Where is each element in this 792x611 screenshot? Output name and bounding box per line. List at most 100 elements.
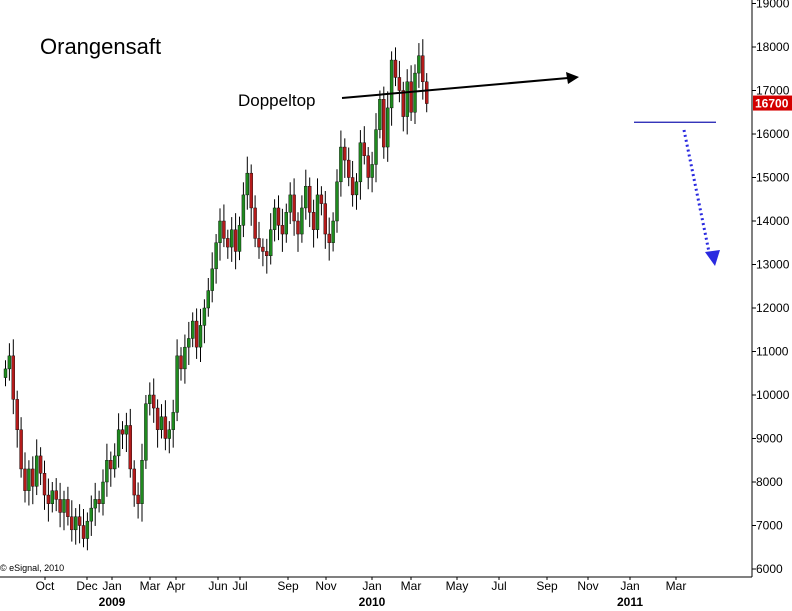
- candle: [339, 130, 343, 197]
- candle: [198, 308, 203, 362]
- candle: [159, 404, 164, 439]
- candle: [27, 460, 31, 506]
- candle: [354, 173, 359, 210]
- candle: [77, 504, 82, 544]
- candle: [308, 177, 312, 228]
- projection-arrow-line: [682, 129, 711, 253]
- chart-axes: [0, 0, 753, 578]
- candle-body-up: [218, 220, 222, 243]
- y-tick-label: 19000: [756, 0, 790, 11]
- y-tick-label: 11000: [756, 345, 789, 359]
- candle-body-up: [331, 220, 335, 243]
- x-tick-label: Mar: [666, 579, 687, 593]
- candle-body-up: [386, 107, 390, 148]
- candle: [38, 447, 43, 486]
- candle: [323, 190, 327, 249]
- candle-body-down: [54, 490, 58, 500]
- candle: [233, 213, 238, 270]
- candle: [370, 151, 374, 193]
- candle-body-down: [66, 499, 70, 517]
- candle-body-up: [241, 194, 246, 226]
- candle: [226, 229, 230, 259]
- candle: [190, 312, 195, 348]
- candle-body-down: [23, 468, 27, 491]
- candle-body-down: [97, 499, 101, 504]
- candle-body-up: [148, 394, 152, 404]
- candle: [120, 421, 125, 449]
- candle: [331, 212, 335, 252]
- candle: [421, 39, 425, 100]
- candle-body-down: [327, 233, 331, 243]
- candle-body-down: [77, 516, 82, 526]
- candle-body-up: [245, 172, 250, 196]
- candle-body-down: [38, 455, 43, 474]
- candle-body-up: [335, 181, 339, 222]
- candle-body-down: [382, 98, 386, 148]
- candle-body-up: [73, 516, 78, 531]
- candle: [163, 400, 168, 451]
- candle-body-down: [136, 494, 140, 504]
- x-tick-label: Nov: [315, 579, 336, 593]
- candle: [206, 277, 211, 317]
- candle-body-up: [3, 368, 8, 378]
- candle: [116, 413, 121, 468]
- candle: [11, 339, 16, 415]
- candle: [128, 408, 133, 478]
- candle-body-down: [120, 429, 125, 435]
- candle-body-down: [296, 220, 300, 235]
- candle: [257, 221, 261, 259]
- candle-body-up: [187, 338, 191, 348]
- candle-body-up: [272, 207, 277, 230]
- candle-body-down: [11, 355, 16, 400]
- candle-body-up: [35, 455, 39, 487]
- candle: [179, 347, 183, 381]
- last-price-label: 16700: [755, 97, 789, 111]
- candle-body-down: [19, 429, 23, 470]
- candle: [249, 164, 253, 226]
- candle: [62, 490, 66, 531]
- x-tick-label: May: [446, 579, 469, 593]
- candle: [393, 47, 398, 87]
- candle-body-up: [89, 507, 94, 522]
- candle-body-up: [159, 416, 164, 431]
- candle-body-down: [265, 251, 269, 256]
- candle: [54, 478, 58, 512]
- candle-body-up: [389, 59, 394, 109]
- year-label: 2009: [99, 595, 126, 609]
- candle-body-down: [194, 320, 199, 348]
- year-label: 2011: [617, 595, 643, 609]
- candle-body-down: [292, 194, 296, 222]
- candle-body-down: [319, 194, 324, 204]
- candle: [304, 169, 308, 220]
- candle: [35, 439, 39, 496]
- candle-body-up: [62, 499, 66, 513]
- candle: [171, 399, 175, 448]
- candle-body-down: [343, 146, 347, 161]
- candle: [187, 321, 191, 365]
- candle: [335, 169, 339, 233]
- x-tick-label: Sep: [536, 579, 558, 593]
- y-tick-label: 17000: [756, 84, 790, 98]
- candle: [46, 478, 51, 522]
- x-tick-label: Oct: [36, 579, 55, 593]
- candle-body-down: [421, 55, 425, 83]
- candle: [265, 238, 269, 274]
- candle-body-down: [58, 499, 62, 513]
- candle-body-up: [112, 455, 117, 470]
- candle-body-down: [401, 90, 405, 117]
- x-tick-label: Jan: [620, 579, 639, 593]
- candle: [358, 130, 363, 200]
- candle-body-down: [70, 516, 74, 531]
- candle-body-down: [155, 407, 160, 430]
- candle: [366, 147, 370, 190]
- candle: [112, 443, 117, 478]
- candle-body-down: [311, 212, 316, 230]
- candle: [292, 178, 296, 236]
- candle-body-down: [15, 399, 19, 431]
- credit-text: © eSignal, 2010: [0, 563, 64, 573]
- candle: [15, 390, 19, 448]
- candle: [261, 238, 265, 267]
- y-tick-label: 18000: [756, 40, 790, 54]
- candle: [214, 234, 218, 284]
